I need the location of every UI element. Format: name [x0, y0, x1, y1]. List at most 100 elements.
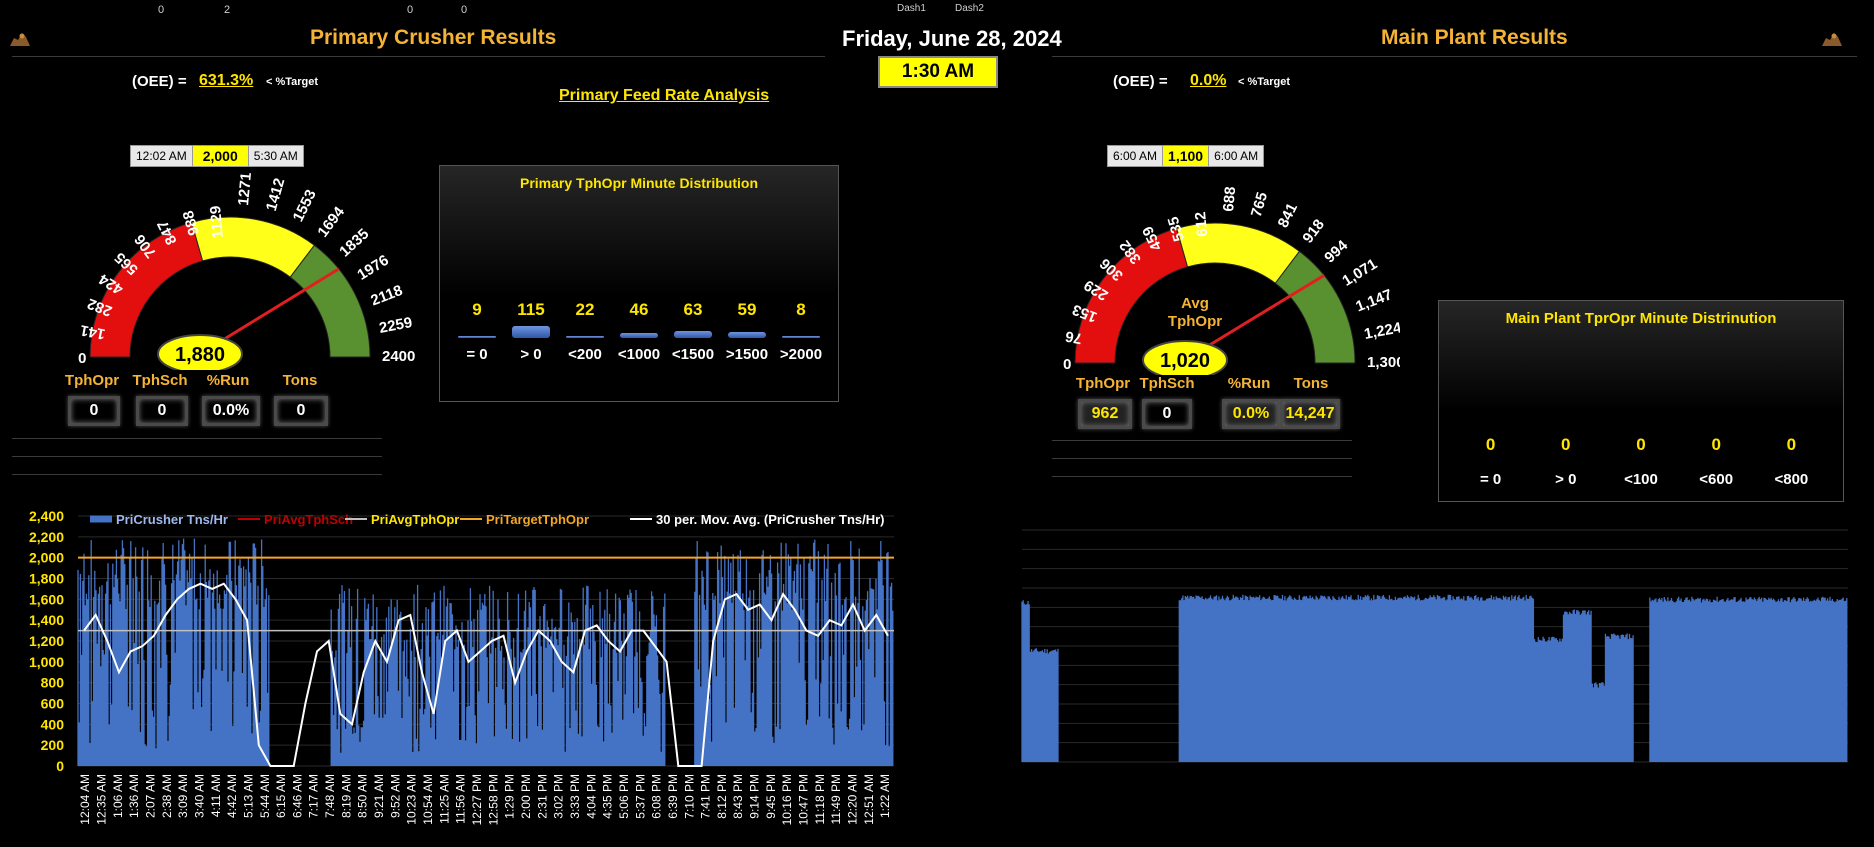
- primary-chart-x-tick: 6:15 AM: [274, 774, 288, 818]
- primary-dist-bar: [728, 331, 766, 338]
- left-gauge-band-2: [289, 244, 371, 358]
- primary-dist-bar: [566, 335, 604, 338]
- primary-chart-x-tick: 11:56 AM: [454, 774, 468, 824]
- primary-dist-category: >1500: [725, 346, 769, 363]
- primary-chart-x-tick: 10:47 PM: [797, 774, 811, 825]
- primary-chart-x-tick: 4:04 PM: [584, 774, 598, 819]
- right-gauge-tick-label: 1,300: [1367, 354, 1400, 371]
- primary-chart-legend-label: PriCrusher Tns/Hr: [116, 512, 228, 527]
- primary-dist-value: 115: [517, 300, 545, 319]
- left-gauge-tick-label: 1412: [263, 176, 288, 213]
- left-oee-target: < %Target: [266, 76, 319, 88]
- left-stat-tons: 0: [274, 396, 328, 426]
- right-stat-label-tons: Tons: [1293, 375, 1329, 392]
- plant-dist-value: 0: [1636, 435, 1646, 454]
- primary-dist-bar: [512, 326, 550, 338]
- left-title: Primary Crusher Results: [310, 26, 557, 49]
- primary-chart-x-tick: 6:46 AM: [290, 774, 304, 818]
- right-stat-label-run: %Run: [1227, 375, 1271, 392]
- right-gauge-tick-label: 76: [1064, 327, 1084, 347]
- tab-dash2[interactable]: Dash2: [955, 3, 984, 14]
- right-divider-3: [1052, 476, 1352, 477]
- primary-chart-x-tick: 4:42 AM: [225, 774, 239, 818]
- left-gauge-tick-label: 1553: [290, 187, 320, 224]
- left-stat-tphopr: 0: [68, 396, 120, 426]
- left-stat-label-tphopr: TphOpr: [64, 372, 120, 389]
- left-stats: TphOpr TphSch %Run Tons 0 0 0.0% 0: [62, 372, 342, 432]
- primary-dist-bar: [782, 336, 820, 338]
- left-shift-end: 5:30 AM: [253, 149, 298, 163]
- right-gauge-band-2: [1274, 250, 1356, 364]
- left-gauge-tick-label: 2259: [378, 314, 414, 337]
- primary-chart-x-tick: 9:52 AM: [388, 774, 402, 818]
- left-divider-3: [12, 474, 382, 475]
- primary-dist-category: = 0: [466, 346, 488, 363]
- primary-chart-x-tick: 2:07 AM: [143, 774, 157, 818]
- tab-dash1[interactable]: Dash1: [897, 3, 926, 14]
- primary-chart-x-tick: 6:08 PM: [650, 774, 664, 819]
- left-divider-1: [12, 438, 382, 439]
- primary-chart-x-tick: 10:16 PM: [780, 774, 794, 825]
- primary-chart-x-tick: 5:37 PM: [633, 774, 647, 819]
- primary-chart-x-tick: 10:54 AM: [421, 774, 435, 825]
- primary-chart-x-tick: 1:36 AM: [127, 774, 141, 818]
- primary-chart-x-tick: 2:31 PM: [535, 774, 549, 819]
- primary-dist-value: 9: [472, 300, 482, 319]
- primary-chart-x-tick: 8:12 PM: [715, 774, 729, 819]
- primary-distribution-title: Primary TphOpr Minute Distribution: [519, 175, 758, 191]
- primary-dist-category: <200: [568, 346, 602, 363]
- right-title-rule: [1052, 56, 1857, 57]
- left-gauge-value-text: 1,880: [175, 344, 225, 366]
- primary-chart-moving-avg: [83, 582, 889, 767]
- primary-dist-value: 46: [629, 300, 649, 319]
- primary-chart-y-tick: 2,000: [29, 550, 64, 566]
- left-gauge-tick-label: 1271: [235, 172, 255, 207]
- right-gauge-tick-label: 765: [1248, 190, 1271, 219]
- primary-dist-column: 63 <1500: [666, 300, 720, 396]
- right-shift-start: 6:00 AM: [1108, 146, 1164, 166]
- left-stat-label-run: %Run: [206, 372, 250, 389]
- top-counter-3: 0: [407, 4, 414, 16]
- primary-chart-legend-label: 30 per. Mov. Avg. (PriCrusher Tns/Hr): [656, 512, 885, 527]
- primary-dist-column: 59 >1500: [720, 300, 774, 396]
- primary-chart-x-tick: 1:22 AM: [878, 774, 892, 818]
- current-date: Friday, June 28, 2024: [842, 26, 1062, 51]
- plant-logo-icon: [1822, 33, 1842, 46]
- primary-distribution-panel: Primary TphOpr Minute Distribution 9 = 0 1…: [439, 165, 839, 402]
- primary-chart-x-tick: 12:20 AM: [846, 774, 860, 825]
- plant-dist-column: 0 = 0: [1453, 435, 1528, 495]
- primary-chart-x-tick: 3:40 AM: [192, 774, 206, 818]
- primary-dist-bar: [458, 336, 496, 338]
- primary-feed-rate-link[interactable]: Primary Feed Rate Analysis: [559, 87, 770, 104]
- primary-chart-y-tick: 1,200: [29, 633, 64, 649]
- right-oee-target: < %Target: [1238, 76, 1291, 88]
- right-gauge-tick-label: 841: [1275, 201, 1301, 231]
- left-gauge-tick-label: 1976: [354, 252, 391, 284]
- crusher-logo-icon: [10, 33, 30, 46]
- primary-chart-y-tick: 1,600: [29, 591, 64, 607]
- plant-distribution-bars: 0 = 0 0 > 0 0 <100 0 <600 0 <800: [1453, 435, 1829, 495]
- left-title-rule: [12, 56, 825, 57]
- primary-chart-y-tick: 200: [41, 737, 65, 753]
- primary-chart-x-tick: 11:49 PM: [829, 774, 843, 824]
- primary-chart-x-tick: 11:18 PM: [813, 774, 827, 824]
- left-gauge-tick-label: 1835: [336, 225, 372, 260]
- primary-chart-x-tick: 3:33 PM: [568, 774, 582, 819]
- right-shift-time-box: 6:00 AM 1,100 6:00 AM: [1107, 145, 1265, 167]
- plant-dist-category: > 0: [1555, 471, 1577, 488]
- primary-chart-legend-label: PriAvgTphSch: [264, 512, 353, 527]
- primary-chart-bars: [77, 538, 894, 766]
- primary-chart-y-tick: 600: [41, 696, 65, 712]
- primary-dist-column: 22 <200: [558, 300, 612, 396]
- primary-chart-legend-label: PriAvgTphOpr: [371, 512, 459, 527]
- primary-chart-x-tick: 9:45 PM: [764, 774, 778, 819]
- left-stat-label-tphsch: TphSch: [132, 372, 188, 389]
- primary-chart-x-tick: 9:21 AM: [372, 774, 386, 818]
- primary-chart-x-tick: 2:38 AM: [160, 774, 174, 818]
- right-stat-tphsch: 0: [1142, 399, 1192, 429]
- right-gauge-tick-label: 1,147: [1353, 286, 1394, 315]
- top-counter-4: 0: [461, 4, 468, 16]
- right-gauge-tick-label: 918: [1299, 216, 1328, 246]
